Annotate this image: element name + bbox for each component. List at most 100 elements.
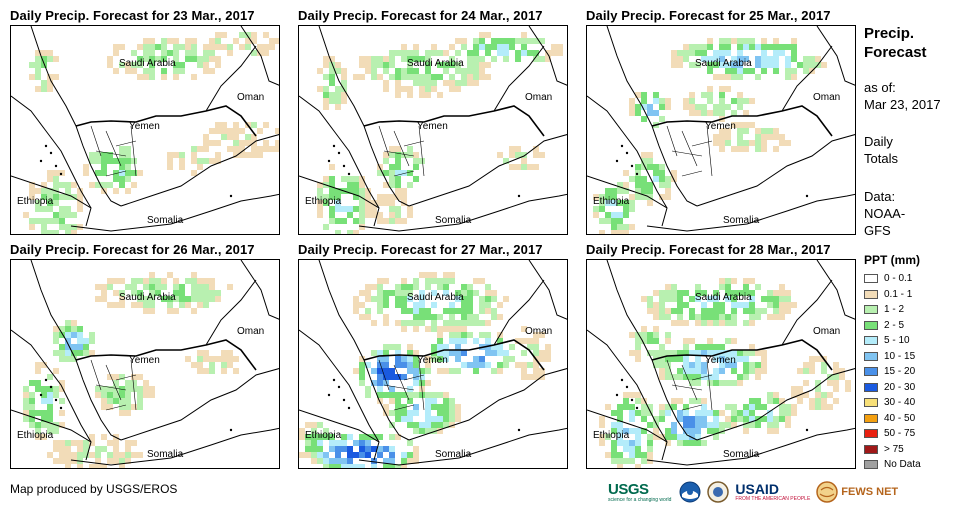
precip-cell: [215, 128, 221, 134]
precip-cell: [707, 380, 713, 386]
legend-swatch: [864, 289, 878, 299]
precip-cell: [635, 110, 641, 116]
precip-cell: [353, 194, 359, 200]
precip-cell: [617, 188, 623, 194]
precip-cell: [101, 152, 107, 158]
state-seal-icon: [707, 481, 730, 503]
precip-cell: [683, 44, 689, 50]
precip-cell: [635, 170, 641, 176]
precip-cell: [677, 308, 683, 314]
precip-cell: [467, 296, 473, 302]
legend-label: 0 - 0.1: [884, 273, 913, 285]
precip-cell: [329, 80, 335, 86]
precip-cell: [305, 446, 311, 452]
precip-cell: [167, 296, 173, 302]
precip-cell: [317, 68, 323, 74]
precip-cell: [473, 50, 479, 56]
precip-cell: [653, 314, 659, 320]
precip-cell: [761, 62, 767, 68]
precip-cell: [47, 428, 53, 434]
precip-cell: [191, 296, 197, 302]
precip-cell: [77, 206, 83, 212]
precip-cell: [749, 38, 755, 44]
legend-swatch: [864, 413, 878, 423]
precip-cell: [701, 290, 707, 296]
precip-cell: [725, 362, 731, 368]
precip-cell: [467, 62, 473, 68]
precip-cell: [413, 404, 419, 410]
precip-cell: [611, 230, 617, 234]
precip-cell: [737, 146, 743, 152]
precip-cell: [149, 290, 155, 296]
horn-coast: [358, 193, 567, 232]
precip-cell: [677, 314, 683, 320]
precip-cell: [761, 416, 767, 422]
precip-cell: [47, 188, 53, 194]
precip-cell: [263, 50, 269, 56]
precip-cell: [725, 134, 731, 140]
precip-cell: [755, 134, 761, 140]
precip-cell: [665, 338, 671, 344]
precip-cell: [803, 56, 809, 62]
precip-cell: [485, 50, 491, 56]
precip-cell: [425, 368, 431, 374]
precip-cell: [359, 206, 365, 212]
precip-cell: [299, 434, 305, 440]
precip-cell: [359, 362, 365, 368]
gulf-coast: [240, 26, 279, 86]
precip-cell: [767, 56, 773, 62]
precip-cell: [353, 230, 359, 234]
precip-cell: [677, 416, 683, 422]
precip-cell: [401, 464, 407, 468]
precip-cell: [161, 74, 167, 80]
precip-cell: [485, 320, 491, 326]
precip-cell: [143, 74, 149, 80]
precip-cell: [737, 350, 743, 356]
precip-cell: [113, 278, 119, 284]
precip-cell: [389, 164, 395, 170]
precip-cell: [665, 362, 671, 368]
precip-cell: [647, 200, 653, 206]
precip-cell: [731, 320, 737, 326]
precip-cell: [383, 344, 389, 350]
precip-cell: [377, 278, 383, 284]
precip-cell: [167, 152, 173, 158]
precip-cell: [47, 194, 53, 200]
precip-cell: [689, 92, 695, 98]
precip-cell: [767, 128, 773, 134]
precip-cell: [29, 410, 35, 416]
precip-cell: [233, 146, 239, 152]
precip-cell: [389, 56, 395, 62]
precip-cell: [467, 56, 473, 62]
precip-cell: [23, 416, 29, 422]
yemen-border: [75, 339, 257, 371]
precip-cell: [461, 302, 467, 308]
precip-cell: [683, 404, 689, 410]
red-sea-coast: [318, 26, 410, 207]
precip-cell: [125, 284, 131, 290]
precip-cell: [767, 44, 773, 50]
precip-cell: [203, 284, 209, 290]
precip-cell: [131, 158, 137, 164]
country-label-saudi-arabia: Saudi Arabia: [695, 292, 752, 303]
precip-cell: [401, 50, 407, 56]
precip-cell: [605, 194, 611, 200]
precip-cell: [329, 92, 335, 98]
precip-cell: [635, 338, 641, 344]
precip-cell: [239, 128, 245, 134]
legend-label: 2 - 5: [884, 319, 905, 331]
precip-cell: [749, 302, 755, 308]
precip-cell: [431, 86, 437, 92]
precip-cell: [215, 56, 221, 62]
precip-cell: [599, 200, 605, 206]
precip-cell: [527, 338, 533, 344]
precip-cell: [95, 392, 101, 398]
precip-cell: [701, 44, 707, 50]
precip-cell: [647, 164, 653, 170]
precip-cell: [785, 44, 791, 50]
precip-cell: [653, 332, 659, 338]
ethiopia-border: [299, 409, 380, 461]
precip-cell: [815, 380, 821, 386]
island-mark: [347, 406, 351, 410]
precip-cell: [29, 218, 35, 224]
